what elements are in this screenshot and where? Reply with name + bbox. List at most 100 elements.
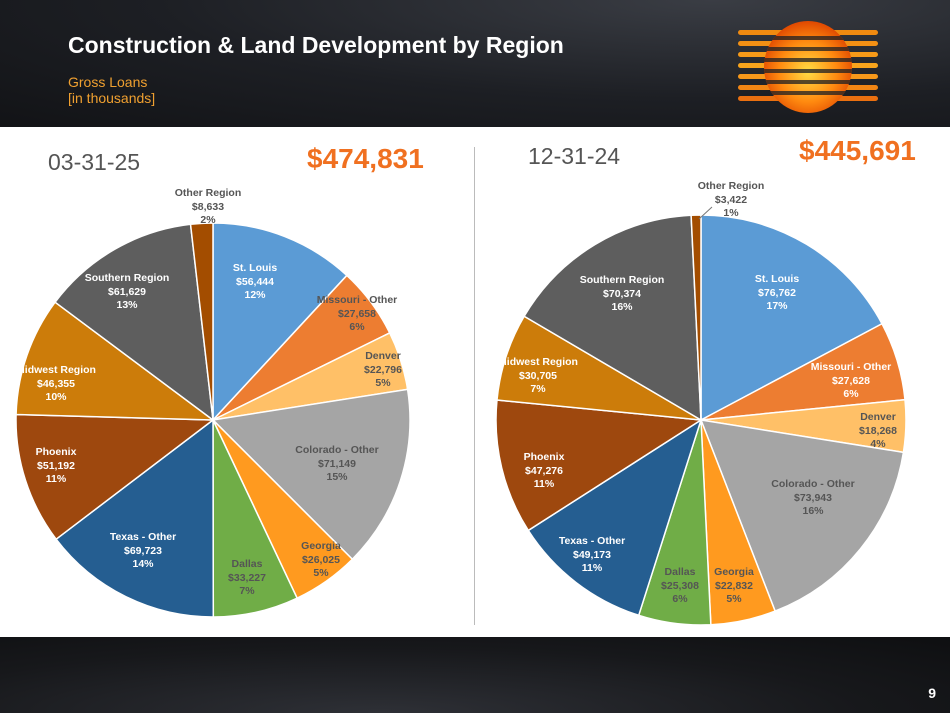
slice-percent: 11% (45, 472, 67, 485)
slice-percent: 6% (843, 387, 859, 400)
pie-2-label-st-louis: St. Louis $76,762 17% (755, 273, 799, 314)
pie-1-label-georgia: Georgia $26,025 5% (301, 540, 341, 581)
company-logo-icon (738, 21, 878, 113)
slice-name: Texas - Other (109, 530, 177, 543)
charts-panel: 03-31-25 $474,831 12-31-24 $445,691 St. … (0, 127, 950, 637)
slice-name: St. Louis (754, 272, 800, 285)
pie-2-slice-other-region (690, 214, 702, 421)
slice-amount: $22,796 (364, 363, 402, 376)
slice-amount: $30,705 (519, 369, 557, 382)
pie-1-label-phoenix: Phoenix $51,192 11% (36, 446, 77, 487)
slice-name: Phoenix (35, 445, 77, 458)
pie-1-label-colorado-other: Colorado - Other $71,149 15% (295, 444, 378, 485)
slice-percent: 1% (723, 206, 739, 219)
slice-name: St. Louis (232, 261, 278, 274)
slice-amount: $51,192 (37, 459, 75, 472)
slice-amount: $46,355 (37, 377, 75, 390)
slice-percent: 6% (349, 320, 365, 333)
pie-1-total: $474,831 (307, 143, 424, 174)
pie-charts-canvas (15, 206, 907, 626)
pie-2-label-denver: Denver $18,268 4% (859, 411, 897, 452)
slice-amount: $69,723 (124, 544, 162, 557)
slice-percent: 7% (239, 584, 255, 597)
pie-2-label-phoenix: Phoenix $47,276 11% (524, 451, 565, 492)
pie-2-label-missouri-other: Missouri - Other $27,628 6% (811, 361, 892, 402)
pie-2-slice-texas-other (527, 418, 703, 617)
slice-name: Colorado - Other (771, 477, 855, 490)
slice-name: Georgia (714, 565, 754, 578)
header-banner: Construction & Land Development by Regio… (0, 0, 950, 127)
pie-2-label-midwest-region: Midwest Region $30,705 7% (498, 356, 578, 397)
slice-percent: 16% (611, 300, 633, 313)
slice-percent: 13% (116, 298, 138, 311)
slice-percent: 11% (581, 561, 603, 574)
slice-amount: $27,628 (832, 374, 870, 387)
slice-name: Other Region (697, 179, 765, 192)
slice-amount: $49,173 (573, 548, 611, 561)
slice-amount: $22,832 (715, 579, 753, 592)
pie-2-other-region-leader-line (698, 206, 713, 220)
pie-1-slice-other-region (189, 222, 214, 421)
slice-amount: $61,629 (108, 285, 146, 298)
pie-1-slice-colorado-other (211, 388, 411, 561)
slice-percent: 14% (132, 557, 154, 570)
pie-2-slice-colorado-other (699, 419, 905, 613)
pie-1-label-denver: Denver $22,796 5% (364, 350, 402, 391)
slice-percent: 11% (533, 477, 555, 490)
slice-amount: $56,444 (236, 275, 274, 288)
pie-2-label-georgia: Georgia $22,832 5% (714, 566, 754, 607)
slice-amount: $26,025 (302, 553, 340, 566)
pie-1-label-texas-other: Texas - Other $69,723 14% (110, 531, 176, 572)
slice-amount: $76,762 (758, 286, 796, 299)
slice-name: Southern Region (579, 273, 665, 286)
slice-percent: 5% (375, 376, 391, 389)
pie-2-total: $445,691 (799, 135, 916, 166)
slice-percent: 4% (870, 437, 886, 450)
slice-name: Midwest Region (498, 355, 578, 368)
page-number: 9 (928, 685, 936, 701)
slice-percent: 5% (313, 566, 329, 579)
slice-amount: $25,308 (661, 579, 699, 592)
slice-amount: $33,227 (228, 571, 266, 584)
pie-1-slice-phoenix (15, 413, 216, 541)
slice-amount: $47,276 (525, 464, 563, 477)
footer-banner: 9 (0, 637, 950, 713)
pie-2-label-other-region: Other Region $3,422 1% (698, 180, 765, 221)
slice-percent: 7% (530, 382, 546, 395)
slice-percent: 10% (45, 390, 67, 403)
slice-percent: 5% (726, 592, 742, 605)
slice-amount: $18,268 (859, 424, 897, 437)
pie-1-label-southern-region: Southern Region $61,629 13% (85, 272, 170, 313)
subtitle-line-2: [in thousands] (68, 90, 156, 106)
slice-amount: $73,943 (794, 491, 832, 504)
pie-1-date: 03-31-25 (48, 149, 141, 175)
pie-1-slice-midwest-region (15, 301, 216, 421)
slice-name: Phoenix (523, 450, 565, 463)
slice-percent: 2% (200, 213, 216, 226)
pie-1-label-dallas: Dallas $33,227 7% (228, 558, 266, 599)
pie-1-slice-texas-other (55, 418, 215, 618)
pie-1-label-st-louis: St. Louis $56,444 12% (233, 262, 277, 303)
slice-name: Georgia (301, 539, 341, 552)
pie-2-slice-southern-region (523, 214, 702, 422)
slice-percent: 12% (244, 288, 266, 301)
slice-percent: 17% (766, 299, 788, 312)
pie-1-slice-st-louis (212, 222, 348, 422)
slice-amount: $8,633 (191, 200, 225, 213)
subtitle-line-1: Gross Loans (68, 74, 148, 90)
page-subtitle: Gross Loans [in thousands] (68, 74, 155, 106)
chart-divider (474, 147, 475, 625)
pie-2-label-southern-region: Southern Region $70,374 16% (580, 274, 665, 315)
pie-1-label-midwest-region: Midwest Region $46,355 10% (16, 364, 96, 405)
slice-name: Midwest Region (16, 363, 96, 376)
slice-name: Colorado - Other (295, 443, 379, 456)
page-title: Construction & Land Development by Regio… (68, 32, 564, 58)
slice-amount: $70,374 (603, 287, 641, 300)
slice-name: Texas - Other (558, 534, 626, 547)
slice-name: Other Region (174, 186, 242, 199)
pie-2-date: 12-31-24 (528, 143, 621, 169)
slice-name: Dallas (664, 565, 696, 578)
pie-1-slice-southern-region (54, 223, 214, 422)
pie-2-label-texas-other: Texas - Other $49,173 11% (559, 535, 625, 576)
slice-amount: $3,422 (714, 193, 748, 206)
